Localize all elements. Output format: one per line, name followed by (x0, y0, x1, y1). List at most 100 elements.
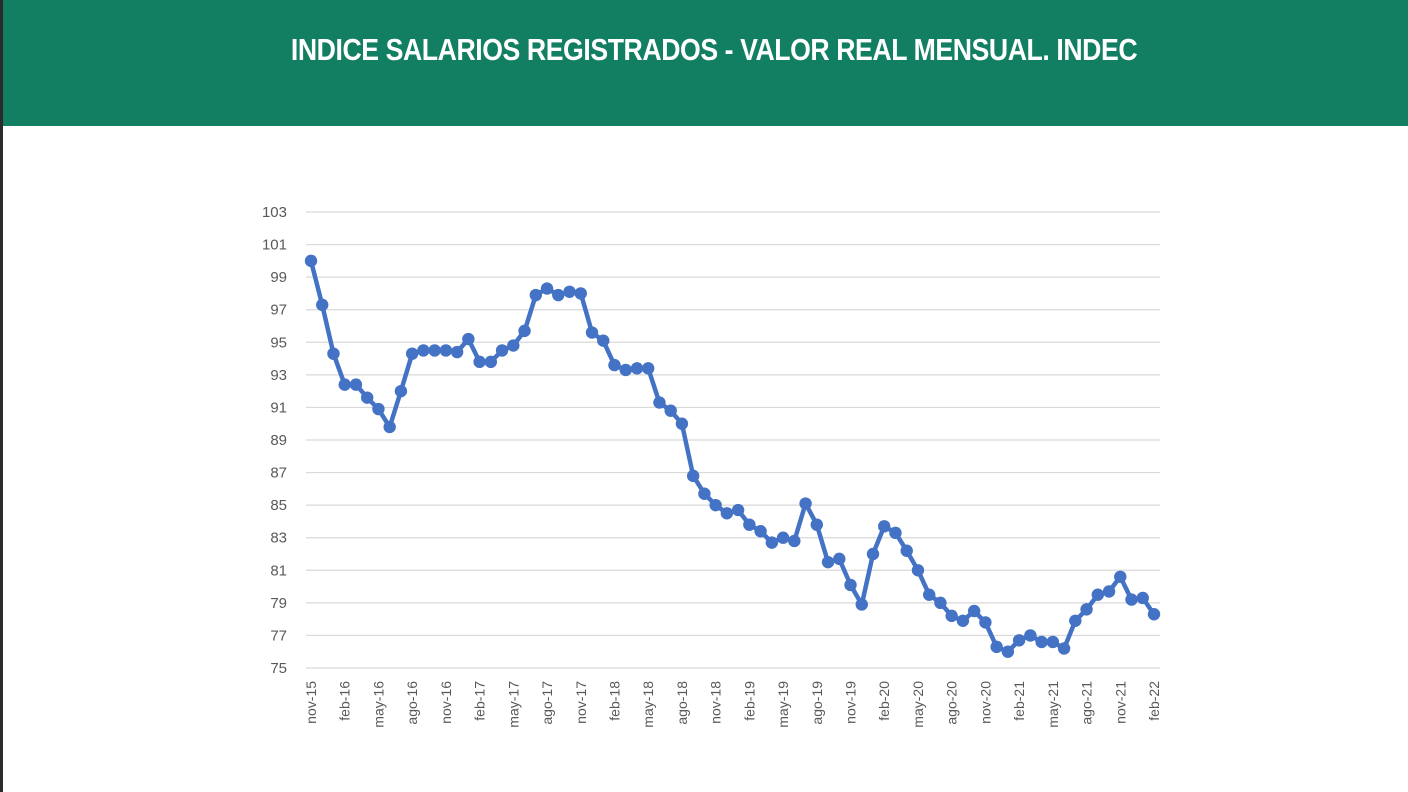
x-axis-tick-labels: nov-15 feb-16 may-16 ago-16 nov-16 feb-17 may-… (303, 681, 1162, 728)
y-tick-label: 85 (270, 497, 287, 514)
data-point (383, 420, 396, 434)
x-tick-label: ago-17 (539, 681, 555, 725)
data-point (911, 564, 925, 577)
x-tick-label: nov-20 (977, 681, 993, 724)
x-tick-label: nov-19 (843, 681, 859, 724)
data-point (1001, 645, 1015, 658)
data-point (1091, 588, 1105, 601)
data-point (473, 355, 486, 369)
page-title: INDICE SALARIOS REGISTRADOS - VALOR REAL… (290, 32, 1138, 67)
x-tick-label: ago-16 (404, 681, 420, 725)
data-point (833, 552, 846, 566)
data-point (563, 285, 576, 298)
data-point (327, 347, 340, 360)
data-point (372, 402, 385, 416)
y-tick-label: 103 (262, 204, 287, 221)
data-point (956, 614, 970, 627)
data-point (754, 525, 767, 538)
x-tick-label: feb-16 (337, 681, 353, 721)
data-point (731, 503, 745, 517)
y-tick-label: 87 (270, 465, 287, 482)
data-point (597, 334, 610, 347)
y-tick-label: 89 (270, 432, 287, 449)
data-point (855, 598, 868, 611)
data-point (1114, 570, 1127, 583)
x-tick-label: feb-18 (606, 681, 622, 721)
data-point (900, 544, 913, 557)
data-point (1069, 614, 1082, 627)
data-point (1035, 635, 1048, 649)
data-point (709, 498, 722, 512)
data-point (316, 298, 329, 312)
data-point (462, 332, 475, 346)
data-point (1012, 634, 1026, 647)
data-point (1136, 591, 1149, 605)
data-point (1125, 593, 1138, 606)
data-point (923, 588, 936, 601)
data-point (428, 344, 441, 357)
x-tick-label: nov-18 (708, 681, 724, 724)
chart-gridlines (306, 211, 1160, 669)
x-tick-label: nov-16 (438, 681, 454, 724)
series-line (308, 258, 1157, 654)
data-point (585, 326, 599, 339)
data-point (686, 469, 700, 483)
x-tick-label: nov-15 (303, 681, 319, 724)
header-bar: INDICE SALARIOS REGISTRADOS - VALOR REAL… (3, 0, 1408, 126)
data-point (889, 526, 902, 540)
data-point (653, 396, 666, 409)
data-point (788, 534, 801, 548)
data-point (484, 355, 498, 369)
data-point (878, 520, 891, 533)
y-tick-label: 79 (270, 595, 287, 612)
x-tick-label: may-17 (505, 681, 521, 728)
x-tick-label: feb-22 (1146, 681, 1162, 721)
data-point (945, 609, 958, 623)
data-point (810, 518, 823, 531)
data-point (743, 518, 756, 531)
data-point (304, 254, 318, 268)
y-tick-label: 81 (270, 562, 287, 579)
data-point (394, 384, 408, 398)
data-point (1147, 608, 1161, 621)
data-point (866, 547, 880, 561)
data-point (799, 497, 812, 510)
data-point (934, 596, 947, 610)
x-tick-label: nov-17 (573, 681, 589, 724)
data-point (664, 404, 677, 417)
data-point (439, 344, 453, 357)
x-tick-label: feb-19 (741, 681, 757, 721)
data-point (844, 578, 857, 592)
x-tick-label: may-21 (1045, 681, 1061, 728)
y-tick-label: 93 (270, 367, 287, 384)
data-point (1102, 585, 1116, 598)
data-point (552, 288, 565, 302)
data-point (450, 345, 464, 359)
data-point (990, 640, 1003, 654)
data-point (349, 378, 363, 391)
y-axis-tick-labels: 75 77 79 81 83 85 87 89 91 93 95 97 99 101 103 (262, 204, 287, 677)
x-tick-label: may-18 (640, 681, 656, 728)
data-point (698, 487, 711, 500)
y-tick-label: 75 (270, 660, 287, 677)
series-salarios-registrados (304, 254, 1161, 658)
data-point (642, 362, 655, 375)
data-point (967, 604, 981, 618)
data-point (765, 536, 779, 549)
data-point (574, 287, 587, 300)
data-point (529, 288, 542, 302)
x-tick-label: may-16 (370, 681, 386, 728)
line-chart: 75 77 79 81 83 85 87 89 91 93 95 97 99 101 103 nov-15 f… (262, 204, 1162, 728)
data-point (608, 358, 621, 372)
data-point (979, 616, 992, 629)
data-point (507, 339, 520, 352)
y-tick-label: 77 (270, 627, 287, 644)
data-point (675, 417, 689, 430)
x-tick-label: may-19 (775, 681, 791, 728)
data-point (821, 555, 835, 569)
data-point (619, 363, 632, 377)
y-tick-label: 91 (270, 399, 287, 416)
y-tick-label: 99 (270, 269, 287, 286)
x-tick-label: ago-19 (809, 681, 825, 725)
